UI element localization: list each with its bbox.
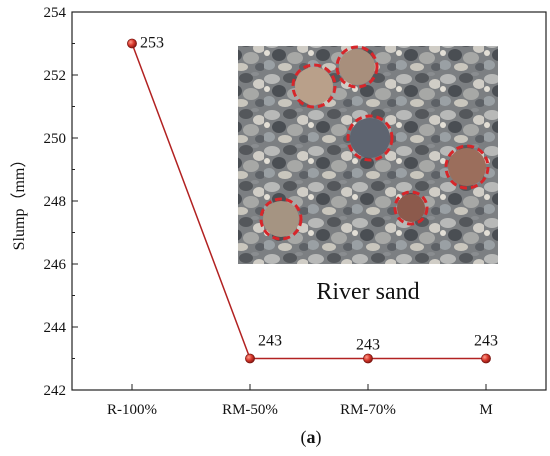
highlight-circles [259, 45, 490, 241]
panel-label-open: ( [301, 427, 307, 448]
x-axis: R-100% RM-50% RM-70% M [107, 384, 493, 418]
inset-caption: River sand [316, 279, 419, 305]
x-tick-label: M [479, 402, 492, 418]
highlight-circle [335, 45, 379, 89]
y-tick-label: 242 [44, 383, 67, 399]
y-tick-label: 252 [44, 68, 67, 84]
y-axis-title: Slump（mm） [10, 152, 28, 251]
data-point [481, 353, 491, 364]
y-tick-label: 244 [44, 320, 67, 336]
data-label: 243 [474, 333, 498, 350]
data-label: 243 [356, 337, 380, 354]
highlight-circle [393, 190, 429, 226]
x-tick-label: RM-70% [340, 402, 396, 418]
panel-label-letter: a [307, 427, 316, 447]
highlight-circle [259, 197, 303, 241]
series-line [131, 43, 486, 360]
data-label: 243 [258, 333, 282, 350]
slump-series [127, 38, 491, 364]
data-point [127, 38, 137, 49]
data-label: 253 [140, 35, 164, 52]
y-tick-label: 250 [44, 131, 67, 147]
y-tick-label: 254 [44, 5, 67, 21]
highlight-circle [444, 144, 490, 190]
data-point [363, 353, 373, 364]
y-tick-label: 248 [44, 194, 67, 210]
y-tick-label: 246 [44, 257, 67, 273]
highlight-circle [291, 63, 337, 109]
data-labels: 253 243 243 243 [140, 35, 498, 354]
panel-label-close: ) [316, 427, 322, 448]
highlight-circle [346, 114, 394, 162]
data-point [245, 353, 255, 364]
y-axis: 242 244 246 248 250 252 254 [44, 5, 78, 399]
x-tick-label: RM-50% [222, 402, 278, 418]
x-tick-label: R-100% [107, 402, 157, 418]
inset-photo [238, 45, 498, 264]
panel-label: (a) [301, 427, 322, 448]
